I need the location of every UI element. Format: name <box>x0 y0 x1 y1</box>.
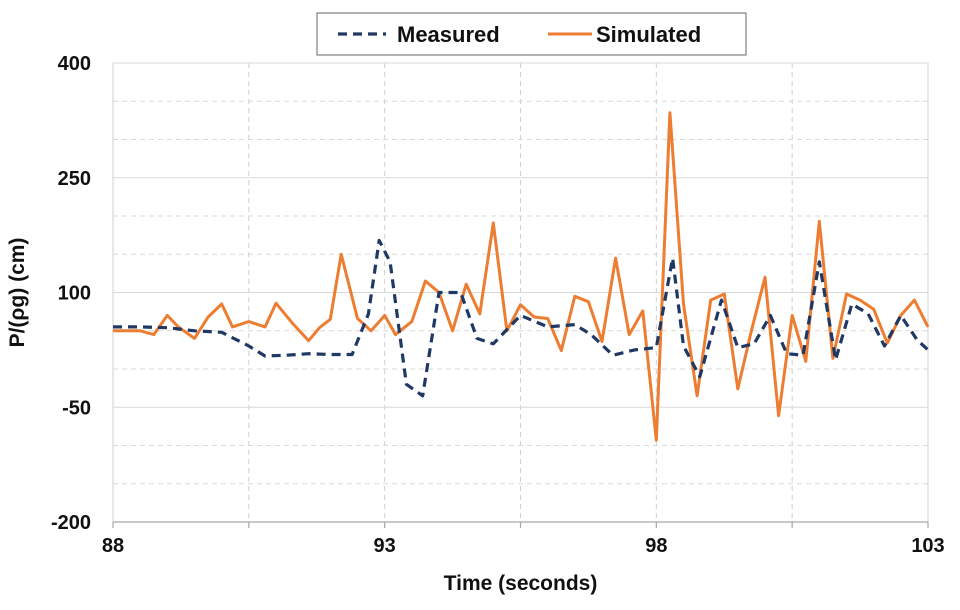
x-tick-label: 103 <box>911 535 944 557</box>
legend-label-simulated: Simulated <box>596 22 701 47</box>
y-tick-label: -50 <box>62 397 91 419</box>
y-axis-ticks: -200 -50 100 250 400 <box>51 53 91 534</box>
series-line-simulated <box>113 111 930 442</box>
legend: Measured Simulated <box>316 12 747 56</box>
x-tick-label: 88 <box>102 535 124 557</box>
x-axis-ticks: 88 93 98 103 <box>102 522 945 557</box>
x-tick-label: 98 <box>645 535 667 557</box>
series-line-measured <box>113 238 930 398</box>
y-axis-title: P/(ρg) (cm) <box>6 238 29 348</box>
y-tick-label: 400 <box>58 53 91 75</box>
gridlines <box>113 62 928 522</box>
y-tick-label: 250 <box>58 168 91 190</box>
series-lines <box>113 111 930 442</box>
x-tick-label: 93 <box>374 535 396 557</box>
y-tick-label: 100 <box>58 283 91 305</box>
legend-box <box>316 12 747 56</box>
y-tick-label: -200 <box>51 512 91 534</box>
x-axis-title: Time (seconds) <box>444 572 598 595</box>
legend-label-measured: Measured <box>397 22 500 47</box>
